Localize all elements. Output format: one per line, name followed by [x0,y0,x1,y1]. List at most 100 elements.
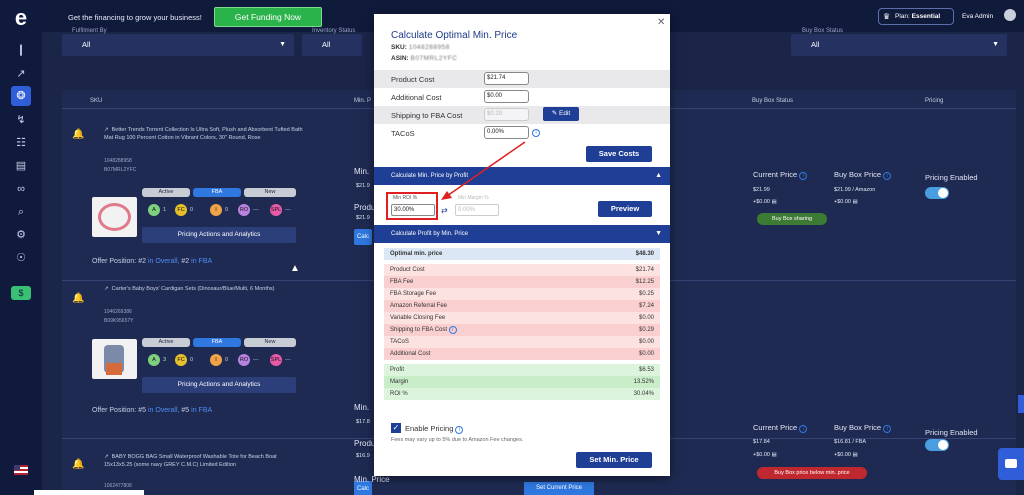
gear-icon[interactable]: ⚙ [16,229,26,241]
save-costs-button[interactable]: Save Costs [586,146,652,162]
set-min-price-button[interactable]: Set Min. Price [576,452,652,468]
close-icon[interactable]: ✕ [657,17,666,28]
product-title[interactable]: ↗ Carter's Baby Boys' Cardigan Sets (Dino… [104,285,304,293]
min-price-label: Min. Price [354,475,390,484]
lightning-icon[interactable]: ↯ [16,114,26,126]
money-icon[interactable]: $ [11,286,31,300]
row-value: $0.25 [638,291,654,297]
current-price-label: Current Price i [753,423,808,433]
info-icon[interactable]: i [448,326,457,334]
info-icon[interactable]: i [883,425,892,433]
inventory-select[interactable]: All [302,34,362,56]
buybox-select[interactable]: All ▼ [791,34,1007,56]
document-icon[interactable]: ☷ [16,137,26,149]
info-icon[interactable]: i [455,426,464,434]
bell-icon[interactable]: 🔔 [72,293,85,304]
badge-spl: SPL [270,354,282,366]
promo-text: Get the financing to grow your business! [68,13,202,22]
offer-overall-link[interactable]: in Overall, [147,258,180,265]
product-title[interactable]: ↗ BABY BOGG BAG Small Waterproof Washable… [104,453,304,469]
badge-spl-value: --- [285,207,291,213]
external-link-icon[interactable]: ↗ [104,286,109,292]
info-icon[interactable]: i [799,425,808,433]
product-title[interactable]: ↗ Better Trends Torrent Collection Is Ult… [104,126,304,142]
offer-pos-fba: #2 [181,258,190,265]
min-margin-input[interactable]: 0.00% [455,204,499,216]
current-price-label-text: Current Price [753,170,798,179]
product-title-text: BABY BOGG BAG Small Waterproof Washable … [104,454,277,468]
product-cost-input[interactable]: $21.74 [484,72,529,85]
fulfilment-select[interactable]: All ▼ [62,34,294,56]
search-icon[interactable]: ⌕ [17,206,25,218]
swap-icon[interactable]: ⇄ [441,206,448,215]
external-link-icon[interactable]: ↗ [104,454,109,460]
table-row: TACoS $0.00 [384,336,660,348]
badge-spl: SPL [270,204,282,216]
offer-prefix: Offer Position: [92,407,137,414]
additional-cost-input[interactable]: $0.00 [484,90,529,103]
filter-label: Buy Box Status [802,28,844,34]
link-icon[interactable]: ∞ [17,183,25,195]
user-name[interactable]: Eva Admin [962,13,994,20]
chat-widget-button[interactable] [998,448,1024,480]
plan-badge[interactable]: ♛ Plan: Essential [878,8,954,25]
tacos-input[interactable]: 0.00% [484,126,529,139]
section-profit-by-min-price[interactable]: Calculate Profit by Min. Price ▼ [374,225,670,243]
table-spacer [384,360,660,364]
row-value: $48.30 [635,251,654,257]
pricing-toggle[interactable] [925,439,949,451]
calc-button-stub[interactable]: Calc [354,481,372,495]
buybox-shipping-value: +$0.00 [834,452,851,458]
modal-title: Calculate Optimal Min. Price [391,30,518,41]
row-value: 30.04% [633,391,654,397]
min-roi-input[interactable]: 30.00% [391,204,435,216]
pencil-icon: ✎ [551,110,558,117]
modal-sku: SKU: 1048288958 [391,44,450,51]
buybox-price-label-text: Buy Box Price [834,423,882,432]
bell-icon[interactable]: 🔔 [72,459,85,470]
row-key: Product Cost [390,267,425,273]
pricing-actions-button[interactable]: Pricing Actions and Analytics [142,377,296,393]
preview-button[interactable]: Preview [598,201,652,217]
cost-row: Additional Cost $0.00 [374,88,670,106]
table-row: FBA Storage Fee $0.25 [384,288,660,300]
app-logo[interactable]: e [14,5,28,30]
truck-icon[interactable]: ▤ [15,160,27,172]
info-icon[interactable]: i [883,172,892,180]
enable-pricing-label: Enable Pricing i [405,424,464,434]
get-funding-button[interactable]: Get Funding Now [214,7,322,27]
row-key: Profit [390,367,405,373]
info-icon[interactable]: i [532,129,540,137]
row-key: FBA Fee [390,279,414,285]
edit-button[interactable]: ✎ Edit [543,107,579,121]
help-icon[interactable]: ☉ [16,252,26,264]
offer-overall-link[interactable]: in Overall, [147,407,180,414]
set-current-price-button[interactable]: Set Current Price [524,482,594,495]
bell-icon[interactable]: 🔔 [72,129,85,140]
side-tab[interactable] [1018,395,1024,413]
section-min-price-by-profit[interactable]: Calculate Min. Price by Profit ▲ [374,167,670,185]
enable-pricing-checkbox[interactable]: ✓ [391,423,401,433]
row-value: $21.74 [635,267,654,273]
avatar[interactable] [1004,9,1016,21]
badge-ro: RO [238,354,250,366]
pricing-actions-button[interactable]: Pricing Actions and Analytics [142,227,296,243]
award-icon[interactable]: ❂ [11,86,31,106]
info-icon[interactable]: i [799,172,808,180]
asin-label: ASIN: [391,55,409,62]
external-link-icon[interactable]: ↗ [104,127,109,133]
shipping-fba-cost-input[interactable]: $0.29 [484,108,529,121]
calc-button-stub[interactable]: Calc [354,229,372,245]
cost-row: TACoS 0.00% i [374,124,670,142]
fba-badge: FBA [193,338,241,347]
section-title: Calculate Profit by Min. Price [391,231,469,237]
bar-chart-icon[interactable]: ❙ [16,44,26,56]
trend-up-icon[interactable]: ↗ [16,68,26,80]
filter-label: Fulfilment By [72,28,107,34]
truck-icon: ▤ [852,452,858,458]
offer-fba-link[interactable]: in FBA [191,258,213,265]
us-flag-icon[interactable] [14,465,28,475]
pricing-toggle[interactable] [925,187,949,199]
offer-fba-link[interactable]: in FBA [191,407,213,414]
row-value: $0.00 [638,315,654,321]
